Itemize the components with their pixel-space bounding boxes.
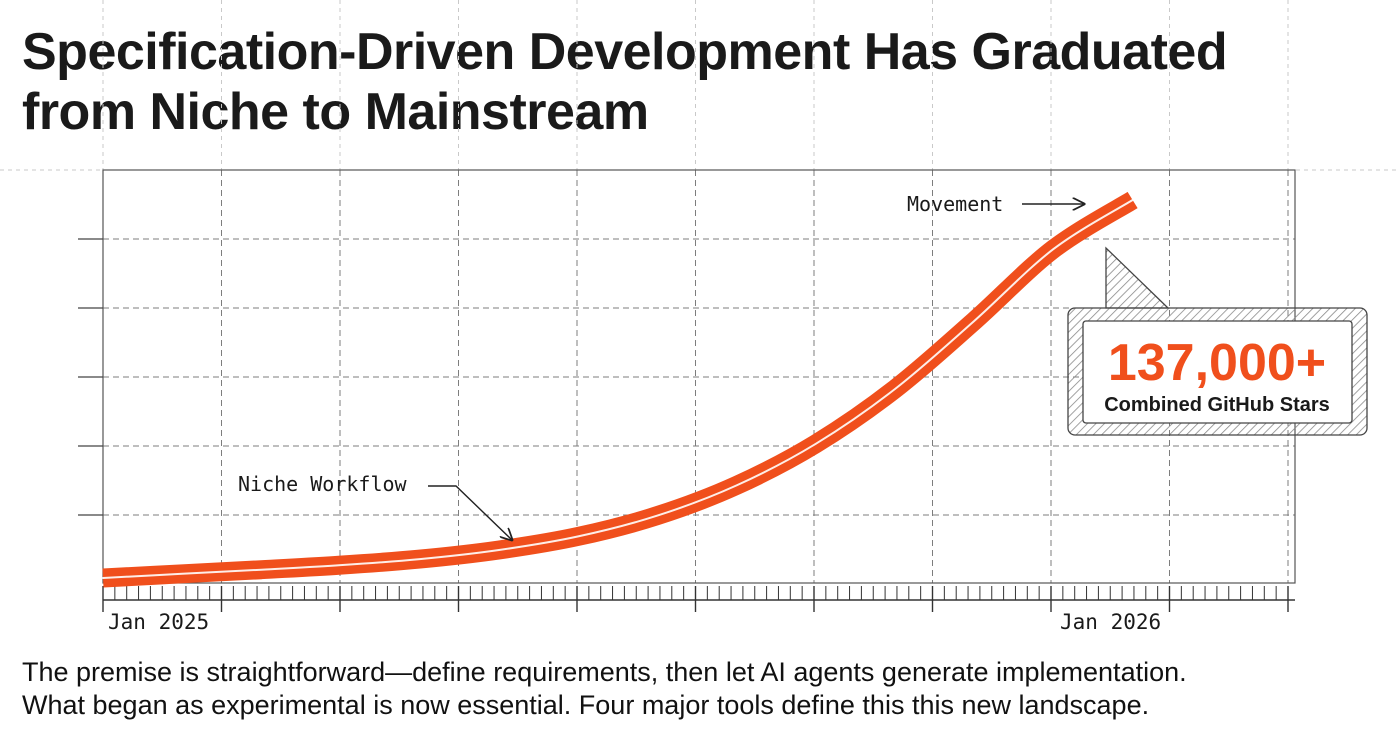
callout-value: 137,000+ [1108, 334, 1326, 392]
x-tick-label-jan-2025: Jan 2025 [108, 610, 209, 634]
callout-pointer [1105, 246, 1170, 309]
x-tick-label-jan-2026: Jan 2026 [1060, 610, 1161, 634]
callout-label: Combined GitHub Stars [1104, 394, 1330, 416]
caption-line-1: The premise is straightforward—define re… [22, 657, 1187, 687]
x-tick-labels: Jan 2025 Jan 2026 [108, 610, 1161, 634]
annotation-movement: Movement [907, 192, 1084, 216]
series-line-highlight [102, 199, 1134, 579]
annotation-arrow-niche-workflow [428, 485, 512, 540]
annotation-label-niche-workflow: Niche Workflow [238, 472, 408, 496]
callout-box-inner [1082, 320, 1353, 424]
x-axis [102, 586, 1295, 612]
background-grid [0, 0, 1400, 171]
series-line [102, 191, 1138, 588]
plot-gridlines [103, 170, 1295, 583]
series-line-path [102, 191, 1138, 588]
annotation-label-movement: Movement [907, 192, 1003, 216]
caption-line-2: What began as experimental is now essent… [22, 690, 1150, 720]
y-axis-ticks [78, 238, 103, 516]
page-title: Specification-Driven Development Has Gra… [22, 23, 1228, 141]
annotation-niche-workflow: Niche Workflow [238, 472, 512, 540]
callout: 137,000+ Combined GitHub Stars [1067, 246, 1368, 436]
caption: The premise is straightforward—define re… [22, 656, 1392, 722]
